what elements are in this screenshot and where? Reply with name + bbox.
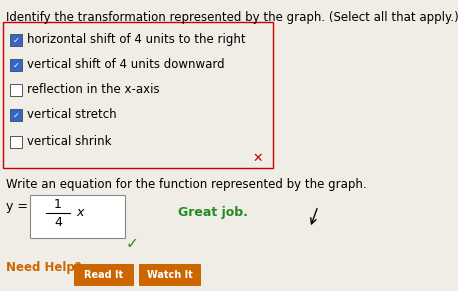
Text: ✓: ✓ [12,61,20,70]
Text: ✕: ✕ [253,152,263,164]
Text: Great job.: Great job. [178,207,248,219]
FancyBboxPatch shape [10,109,22,121]
Text: x: x [76,207,83,219]
FancyBboxPatch shape [10,59,22,71]
FancyBboxPatch shape [10,34,22,46]
FancyBboxPatch shape [10,136,22,148]
Text: Write an equation for the function represented by the graph.: Write an equation for the function repre… [6,178,366,191]
FancyBboxPatch shape [30,195,125,238]
Text: 4: 4 [54,216,62,228]
FancyBboxPatch shape [74,264,134,286]
Text: reflection in the x-axis: reflection in the x-axis [27,84,160,97]
Text: 1: 1 [54,198,62,210]
Text: vertical shrink: vertical shrink [27,136,111,148]
Text: Watch It: Watch It [147,270,193,280]
Text: ✓: ✓ [12,36,20,45]
Text: Need Help?: Need Help? [6,262,82,274]
Text: vertical shift of 4 units downward: vertical shift of 4 units downward [27,58,224,72]
Text: ✓: ✓ [12,111,20,120]
Text: ✓: ✓ [125,237,138,251]
Text: vertical stretch: vertical stretch [27,109,117,122]
Text: horizontal shift of 4 units to the right: horizontal shift of 4 units to the right [27,33,245,47]
FancyBboxPatch shape [10,84,22,96]
Text: Read It: Read It [84,270,124,280]
Text: y =: y = [6,200,32,214]
FancyBboxPatch shape [139,264,201,286]
Text: Identify the transformation represented by the graph. (Select all that apply.): Identify the transformation represented … [6,11,458,24]
